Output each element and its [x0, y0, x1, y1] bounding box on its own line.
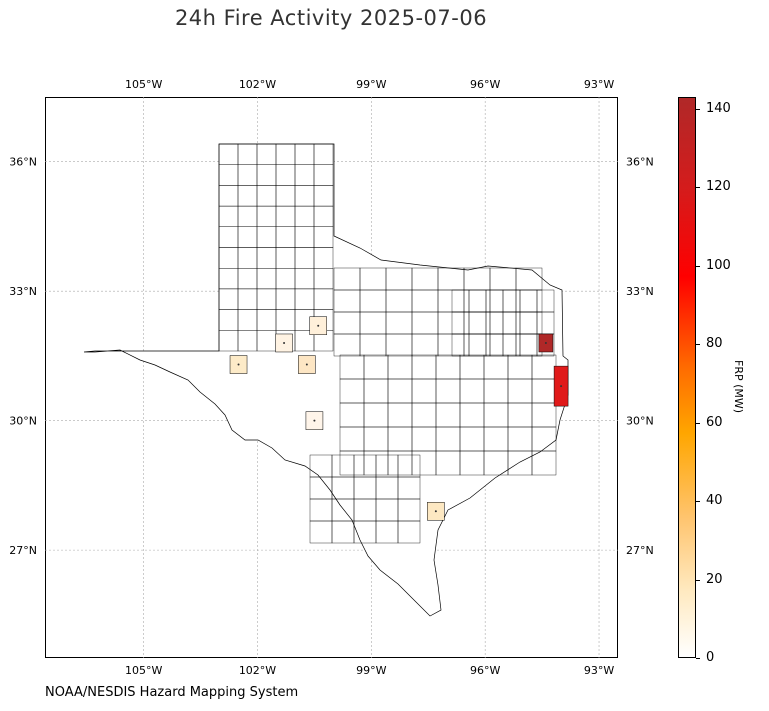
lat-tick-left: 36°N	[9, 156, 37, 169]
colorbar-tick-label: 0	[706, 650, 715, 665]
county	[309, 520, 333, 544]
colorbar-tick-label: 140	[706, 100, 731, 116]
colorbar-tick-mark	[696, 344, 700, 346]
fire-detection-point	[317, 324, 320, 327]
lon-tick-top: 99°W	[356, 78, 386, 91]
county	[331, 520, 355, 544]
fire-detection-point	[313, 419, 316, 422]
colorbar-tick-mark	[696, 658, 700, 659]
colorbar-tick-label: 40	[706, 493, 723, 509]
colorbar-tick-mark	[696, 501, 700, 503]
county	[397, 520, 421, 544]
lon-tick-bottom: 93°W	[584, 664, 614, 677]
lat-tick-right: 27°N	[626, 544, 654, 557]
colorbar-tick-mark	[696, 108, 700, 110]
colorbar-tick-mark	[696, 265, 700, 267]
colorbar-tick-mark	[696, 579, 700, 581]
lat-tick-left: 30°N	[9, 415, 37, 428]
fire-counties	[229, 316, 569, 521]
county	[309, 498, 333, 522]
county-boundaries	[218, 143, 557, 544]
fire-detection-point	[560, 385, 563, 388]
colorbar-label: FRP (MW)	[732, 360, 745, 414]
lat-tick-right: 30°N	[626, 415, 654, 428]
map-title: 24h Fire Activity 2025-07-06	[174, 6, 488, 30]
lon-tick-top: 105°W	[125, 78, 162, 91]
lon-tick-top: 102°W	[239, 78, 276, 91]
colorbar	[678, 97, 696, 658]
texas-state-boundary	[83, 143, 569, 617]
lon-tick-bottom: 105°W	[125, 664, 162, 677]
colorbar-tick-mark	[696, 187, 700, 189]
colorbar-tick-label: 80	[706, 336, 723, 352]
colorbar-tick-mark	[696, 422, 700, 424]
lat-tick-left: 27°N	[9, 544, 37, 557]
fire-detection-point	[237, 363, 240, 366]
lon-tick-bottom: 99°W	[356, 664, 386, 677]
colorbar-tick-label: 120	[706, 179, 731, 195]
fire-detection-point	[434, 510, 437, 513]
lat-tick-left: 33°N	[9, 285, 37, 298]
colorbar-tick-label: 100	[706, 257, 731, 273]
lon-tick-top: 93°W	[584, 78, 614, 91]
fire-detection-point	[283, 341, 286, 344]
lon-tick-bottom: 102°W	[239, 664, 276, 677]
lat-tick-right: 33°N	[626, 285, 654, 298]
credit-text: NOAA/NESDIS Hazard Mapping System	[45, 685, 299, 700]
texas-outline	[83, 143, 569, 617]
lon-tick-bottom: 96°W	[470, 664, 500, 677]
county	[531, 450, 557, 476]
colorbar-tick-label: 20	[706, 571, 723, 587]
lat-tick-right: 36°N	[626, 156, 654, 169]
lon-tick-top: 96°W	[470, 78, 500, 91]
fire-detection-point	[305, 363, 308, 366]
fire-detection-point	[544, 341, 547, 344]
colorbar-tick-label: 60	[706, 414, 723, 430]
